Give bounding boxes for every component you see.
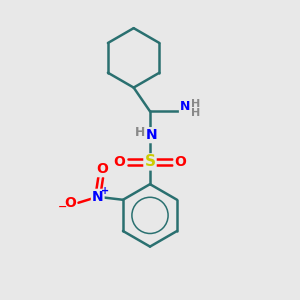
Text: −: − bbox=[57, 202, 67, 212]
Text: N: N bbox=[180, 100, 190, 113]
Text: O: O bbox=[64, 196, 76, 210]
Text: H: H bbox=[191, 108, 201, 118]
Text: N: N bbox=[146, 128, 157, 142]
Text: O: O bbox=[175, 155, 187, 169]
Text: O: O bbox=[113, 155, 125, 169]
Text: S: S bbox=[145, 154, 155, 169]
Text: +: + bbox=[101, 187, 109, 196]
Text: O: O bbox=[96, 162, 108, 176]
Text: H: H bbox=[135, 126, 146, 139]
Text: N: N bbox=[92, 190, 103, 204]
Text: H: H bbox=[191, 99, 201, 109]
